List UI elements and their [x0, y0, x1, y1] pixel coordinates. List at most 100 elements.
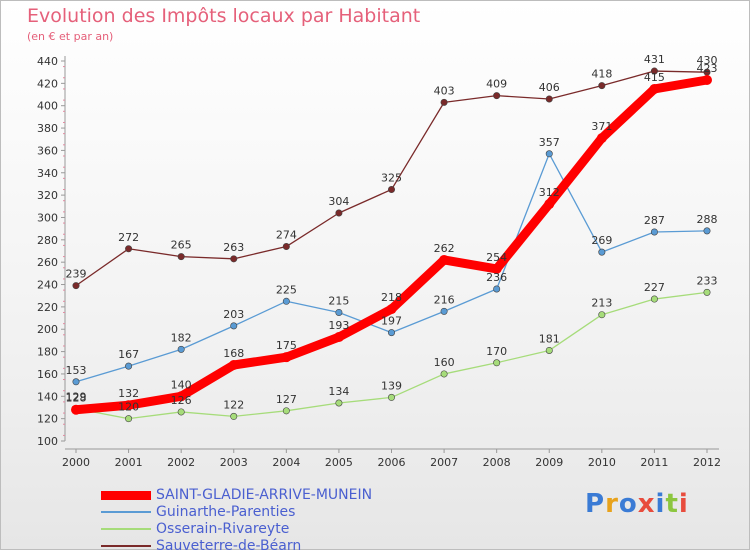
data-label: 274 [276, 229, 297, 242]
y-tick-label: 160 [37, 368, 58, 381]
y-tick-label: 260 [37, 256, 58, 269]
data-label: 203 [223, 308, 244, 321]
legend-swatch [101, 528, 151, 530]
y-tick-label: 200 [37, 323, 58, 336]
chart-series [71, 67, 712, 423]
data-label: 218 [381, 291, 402, 304]
data-label: 357 [539, 136, 560, 149]
data-label: 126 [171, 394, 192, 407]
data-label: 403 [434, 84, 455, 97]
logo-letter: i [655, 489, 666, 519]
data-label: 265 [171, 239, 192, 252]
logo-letter: P [585, 489, 606, 519]
data-point [650, 295, 658, 303]
data-label: 175 [276, 339, 297, 352]
data-point [177, 408, 185, 416]
data-label: 181 [539, 332, 560, 345]
data-label: 236 [486, 271, 507, 284]
data-point [230, 255, 238, 263]
x-tick-label: 2006 [378, 456, 406, 469]
legend-swatch [101, 491, 151, 500]
data-point [544, 199, 555, 210]
x-tick-label: 2009 [535, 456, 563, 469]
data-label: 263 [223, 241, 244, 254]
data-label: 233 [697, 274, 718, 287]
data-point [545, 150, 553, 158]
data-label: 167 [118, 348, 139, 361]
data-point [335, 399, 343, 407]
logo-letter: r [605, 489, 619, 519]
data-point [702, 75, 712, 85]
y-tick-label: 280 [37, 234, 58, 247]
y-tick-label: 400 [37, 100, 58, 113]
data-point [491, 263, 502, 274]
data-label: 216 [434, 293, 455, 306]
data-point [703, 288, 711, 296]
data-label: 128 [66, 392, 87, 405]
data-point [72, 378, 80, 386]
data-point [440, 98, 448, 106]
x-tick-label: 2007 [430, 456, 458, 469]
x-tick-label: 2010 [588, 456, 616, 469]
data-point [545, 95, 553, 103]
x-tick-label: 2008 [483, 456, 511, 469]
data-label: 262 [434, 242, 455, 255]
data-point [177, 253, 185, 261]
data-label: 168 [223, 347, 244, 360]
data-label: 272 [118, 231, 139, 244]
data-label: 287 [644, 214, 665, 227]
legend-swatch [101, 511, 151, 513]
y-tick-label: 300 [37, 211, 58, 224]
data-point [335, 209, 343, 217]
y-tick-label: 220 [37, 301, 58, 314]
data-point [386, 304, 397, 315]
data-point [440, 370, 448, 378]
data-point [228, 360, 239, 370]
data-point [282, 243, 290, 251]
data-point [71, 404, 81, 415]
data-label: 153 [66, 364, 87, 377]
data-point [598, 82, 606, 90]
data-label: 288 [697, 213, 718, 226]
legend-swatch [101, 545, 151, 547]
chart-title: Evolution des Impôts locaux par Habitant [27, 5, 421, 27]
data-label: 127 [276, 393, 297, 406]
data-label: 122 [223, 398, 244, 411]
y-tick-label: 320 [37, 189, 58, 202]
data-point [598, 248, 606, 256]
data-label: 239 [66, 268, 87, 281]
data-label: 304 [328, 195, 349, 208]
data-label: 140 [171, 378, 192, 391]
data-label: 120 [118, 401, 139, 414]
data-point [703, 227, 711, 235]
data-point [649, 83, 660, 94]
data-label: 325 [381, 172, 402, 185]
data-label: 132 [118, 387, 139, 400]
data-label: 418 [591, 68, 612, 81]
data-label: 415 [644, 71, 665, 84]
data-label: 129 [66, 391, 87, 404]
legend-label: SAINT-GLADIE-ARRIVE-MUNEIN [156, 487, 373, 503]
series-osserain-rivareyte [72, 288, 711, 423]
data-point [439, 254, 450, 265]
y-tick-label: 100 [37, 435, 58, 448]
data-point [440, 307, 448, 315]
data-point [596, 133, 607, 144]
data-point [545, 346, 553, 354]
logo-letter: x [637, 489, 656, 519]
data-label: 269 [591, 234, 612, 247]
data-point [650, 67, 658, 75]
data-point [125, 245, 133, 253]
chart-subtitle: (en € et par an) [27, 30, 114, 43]
data-point [493, 92, 501, 100]
data-label: 312 [539, 186, 560, 199]
data-label: 423 [697, 62, 718, 75]
logo-letter: i [678, 489, 689, 519]
series-sauveterre-de-b-arn [72, 67, 711, 290]
data-point [72, 282, 80, 290]
data-label: 134 [328, 385, 349, 398]
y-tick-label: 140 [37, 390, 58, 403]
x-tick-label: 2005 [325, 456, 353, 469]
data-point [335, 308, 343, 316]
